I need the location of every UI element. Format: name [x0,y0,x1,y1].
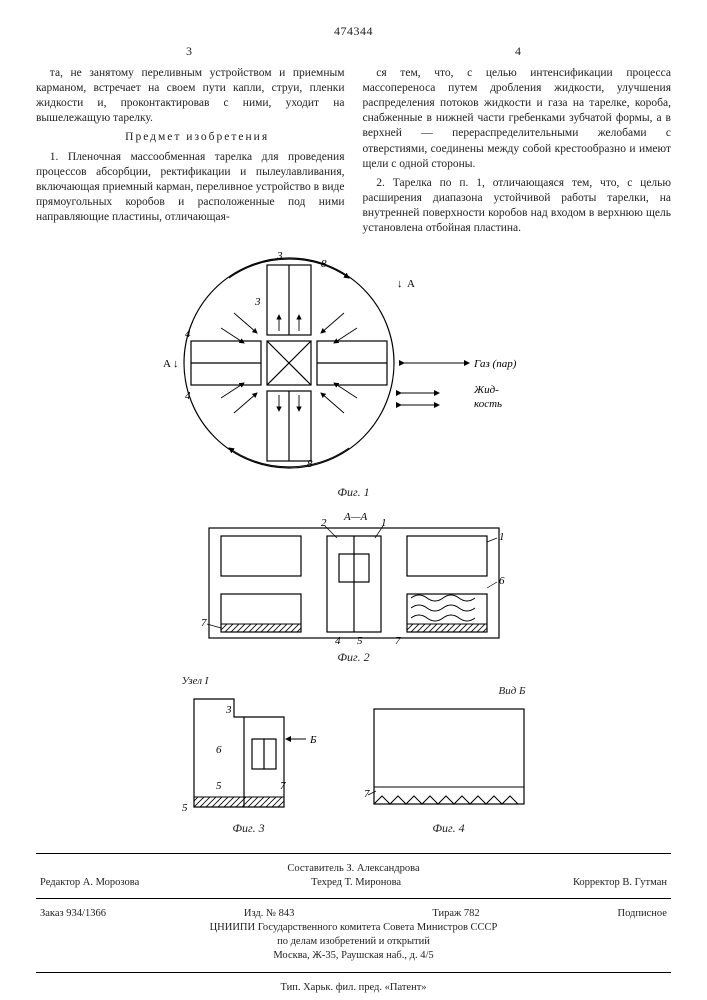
fig4-title: Вид Б [364,684,526,699]
footer-rule-1 [36,853,671,854]
claim-2: 2. Тарелка по п. 1, отличающаяся тем, чт… [363,176,672,237]
svg-text:5: 5 [182,802,188,814]
col-left-num: 3 [186,44,192,60]
svg-text:Газ (пар): Газ (пар) [473,358,517,370]
footer: Составитель З. Александрова Редактор А. … [36,862,671,995]
figure-3-block: Узел I Б 3 6 5 [174,674,324,844]
svg-text:кость: кость [474,398,502,410]
svg-text:7: 7 [364,788,370,800]
svg-text:1: 1 [499,531,505,543]
svg-text:4: 4 [185,390,191,402]
org-line-2: по делам изобретений и открытий [36,935,671,949]
figure-4: 7 [364,699,534,819]
address: Москва, Ж-35, Раушская наб., д. 4/5 [36,949,671,963]
tirazh: Тираж 782 [432,907,479,921]
figure-3: Б 3 6 5 5 7 [174,689,324,819]
svg-text:7: 7 [201,617,207,629]
claim-1-cont: ся тем, что, с целью интенсификации проц… [363,66,672,172]
svg-text:7: 7 [280,780,286,792]
svg-text:А: А [163,358,171,370]
svg-text:3: 3 [276,250,283,262]
fig2-caption: Фиг. 2 [36,650,671,666]
footer-rule-2 [36,898,671,899]
printer: Тип. Харьк. фил. пред. «Патент» [36,981,671,995]
svg-text:Жид-: Жид- [473,384,499,396]
izd: Изд. № 843 [244,907,295,921]
subject-heading: Предмет изобретения [36,130,345,145]
svg-text:6: 6 [216,744,222,756]
svg-text:↓: ↓ [173,358,179,370]
fig1-caption: Фиг. 1 [36,485,671,501]
order: Заказ 934/1366 [40,907,106,921]
figure-2: А—А [199,508,509,648]
editor: Редактор А. Морозова [40,876,139,890]
svg-text:6: 6 [499,575,505,587]
compiler: Составитель З. Александрова [36,862,671,876]
svg-text:7: 7 [395,635,401,647]
tech-editor: Техред Т. Миронова [311,876,401,890]
col-right-num: 4 [515,44,521,60]
org-line-1: ЦНИИПИ Государственного комитета Совета … [36,921,671,935]
fig3-caption: Фиг. 3 [174,821,324,837]
figure-1: 3 8 4 3 4 8 А ↓ ↓ А Газ (пар) Жид- [139,243,569,483]
figures-block: 3 8 4 3 4 8 А ↓ ↓ А Газ (пар) Жид- [36,243,671,845]
svg-text:4: 4 [185,328,191,340]
page: 474344 3 4 та, не занятому переливным ус… [0,0,707,1000]
column-numbers: 3 4 [36,44,671,60]
svg-text:Б: Б [309,734,317,746]
claim-1: 1. Пленочная массообменная тарелка для п… [36,150,345,226]
svg-text:А—А: А—А [343,511,368,523]
svg-text:8: 8 [307,458,313,470]
svg-text:5: 5 [216,780,222,792]
body-text: та, не занятому переливным устройством и… [36,66,671,237]
svg-text:5: 5 [357,635,363,647]
paragraph-1: та, не занятому переливным устройством и… [36,66,345,127]
patent-number: 474344 [36,24,671,40]
svg-text:4: 4 [335,635,341,647]
svg-text:3: 3 [225,704,232,716]
svg-text:3: 3 [254,296,261,308]
svg-text:8: 8 [321,258,327,270]
figure-4-block: Вид Б 7 Фиг. 4 [364,684,534,844]
footer-rule-3 [36,972,671,973]
fig4-caption: Фиг. 4 [364,821,534,837]
corrector: Корректор В. Гутман [573,876,667,890]
svg-text:↓: ↓ [397,278,403,290]
podpis: Подписное [618,907,667,921]
fig3-title: Узел I [182,674,324,689]
svg-text:А: А [407,278,415,290]
